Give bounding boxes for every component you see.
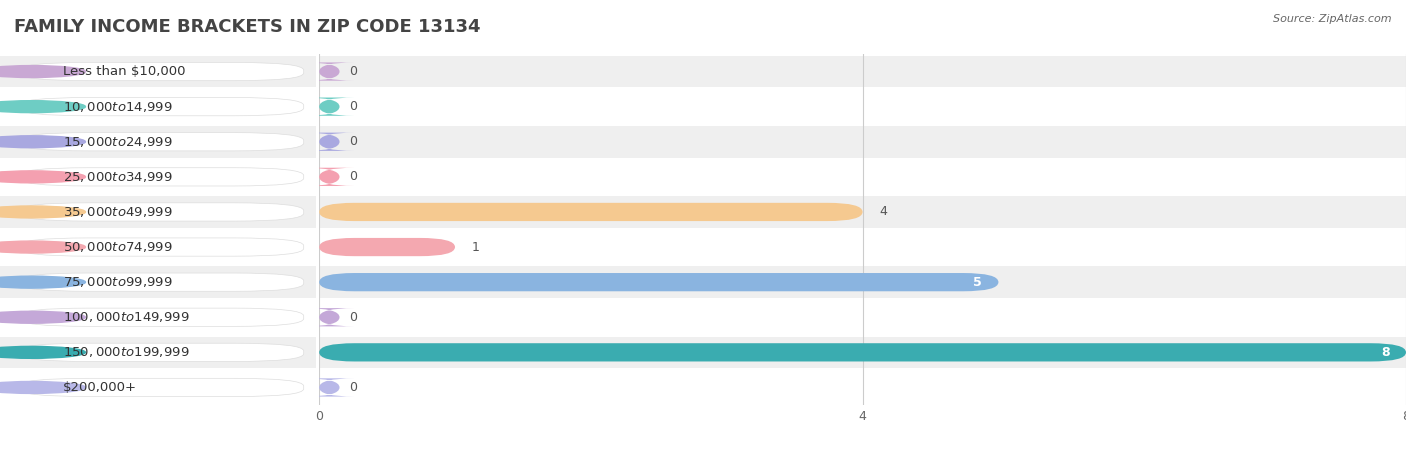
Bar: [0, 337, 1406, 368]
FancyBboxPatch shape: [20, 308, 304, 326]
Text: $75,000 to $99,999: $75,000 to $99,999: [63, 275, 173, 289]
FancyBboxPatch shape: [304, 378, 354, 396]
Text: 0: 0: [349, 65, 357, 78]
Text: $15,000 to $24,999: $15,000 to $24,999: [63, 135, 173, 149]
FancyBboxPatch shape: [319, 238, 456, 256]
Text: 0: 0: [349, 100, 357, 113]
Circle shape: [0, 136, 86, 148]
Circle shape: [0, 382, 86, 393]
FancyBboxPatch shape: [304, 63, 354, 81]
Circle shape: [0, 276, 86, 288]
FancyBboxPatch shape: [304, 168, 354, 186]
Bar: [0, 91, 1406, 122]
FancyBboxPatch shape: [319, 343, 1406, 361]
Bar: [0, 266, 1406, 298]
Circle shape: [0, 66, 86, 77]
Text: 0: 0: [349, 135, 357, 148]
Bar: [0, 196, 1406, 228]
Text: 8: 8: [1381, 346, 1389, 359]
Text: $50,000 to $74,999: $50,000 to $74,999: [63, 240, 173, 254]
Circle shape: [0, 346, 86, 358]
Circle shape: [0, 241, 86, 253]
Text: 5: 5: [973, 276, 983, 288]
Bar: [0, 372, 1406, 403]
FancyBboxPatch shape: [20, 343, 304, 361]
Text: 1: 1: [471, 241, 479, 253]
Text: 4: 4: [879, 206, 887, 218]
Bar: [0, 91, 1406, 122]
Bar: [0, 337, 1406, 368]
FancyBboxPatch shape: [304, 308, 354, 326]
Text: $10,000 to $14,999: $10,000 to $14,999: [63, 99, 173, 114]
FancyBboxPatch shape: [319, 203, 863, 221]
FancyBboxPatch shape: [20, 378, 304, 396]
Text: Source: ZipAtlas.com: Source: ZipAtlas.com: [1274, 14, 1392, 23]
Bar: [0, 196, 1406, 228]
Text: 0: 0: [349, 311, 357, 324]
Bar: [0, 231, 1406, 263]
Circle shape: [0, 311, 86, 323]
Bar: [0, 266, 1406, 298]
FancyBboxPatch shape: [20, 238, 304, 256]
Bar: [0, 126, 1406, 158]
Text: $150,000 to $199,999: $150,000 to $199,999: [63, 345, 190, 360]
Circle shape: [0, 171, 86, 183]
FancyBboxPatch shape: [20, 98, 304, 116]
FancyBboxPatch shape: [20, 63, 304, 81]
FancyBboxPatch shape: [319, 273, 998, 291]
FancyBboxPatch shape: [304, 133, 354, 151]
Text: FAMILY INCOME BRACKETS IN ZIP CODE 13134: FAMILY INCOME BRACKETS IN ZIP CODE 13134: [14, 18, 481, 36]
FancyBboxPatch shape: [20, 203, 304, 221]
Text: $200,000+: $200,000+: [63, 381, 138, 394]
FancyBboxPatch shape: [20, 168, 304, 186]
Text: 0: 0: [349, 381, 357, 394]
Circle shape: [0, 206, 86, 218]
Bar: [0, 302, 1406, 333]
Text: $35,000 to $49,999: $35,000 to $49,999: [63, 205, 173, 219]
Bar: [0, 372, 1406, 403]
Bar: [0, 302, 1406, 333]
Text: Less than $10,000: Less than $10,000: [63, 65, 186, 78]
Text: $100,000 to $149,999: $100,000 to $149,999: [63, 310, 190, 324]
Circle shape: [0, 101, 86, 112]
Bar: [0, 56, 1406, 87]
Bar: [0, 231, 1406, 263]
FancyBboxPatch shape: [304, 98, 354, 116]
Bar: [0, 161, 1406, 193]
Text: 0: 0: [349, 171, 357, 183]
Text: $25,000 to $34,999: $25,000 to $34,999: [63, 170, 173, 184]
Bar: [0, 56, 1406, 87]
Bar: [0, 161, 1406, 193]
Bar: [0, 126, 1406, 158]
FancyBboxPatch shape: [20, 273, 304, 291]
FancyBboxPatch shape: [20, 133, 304, 151]
